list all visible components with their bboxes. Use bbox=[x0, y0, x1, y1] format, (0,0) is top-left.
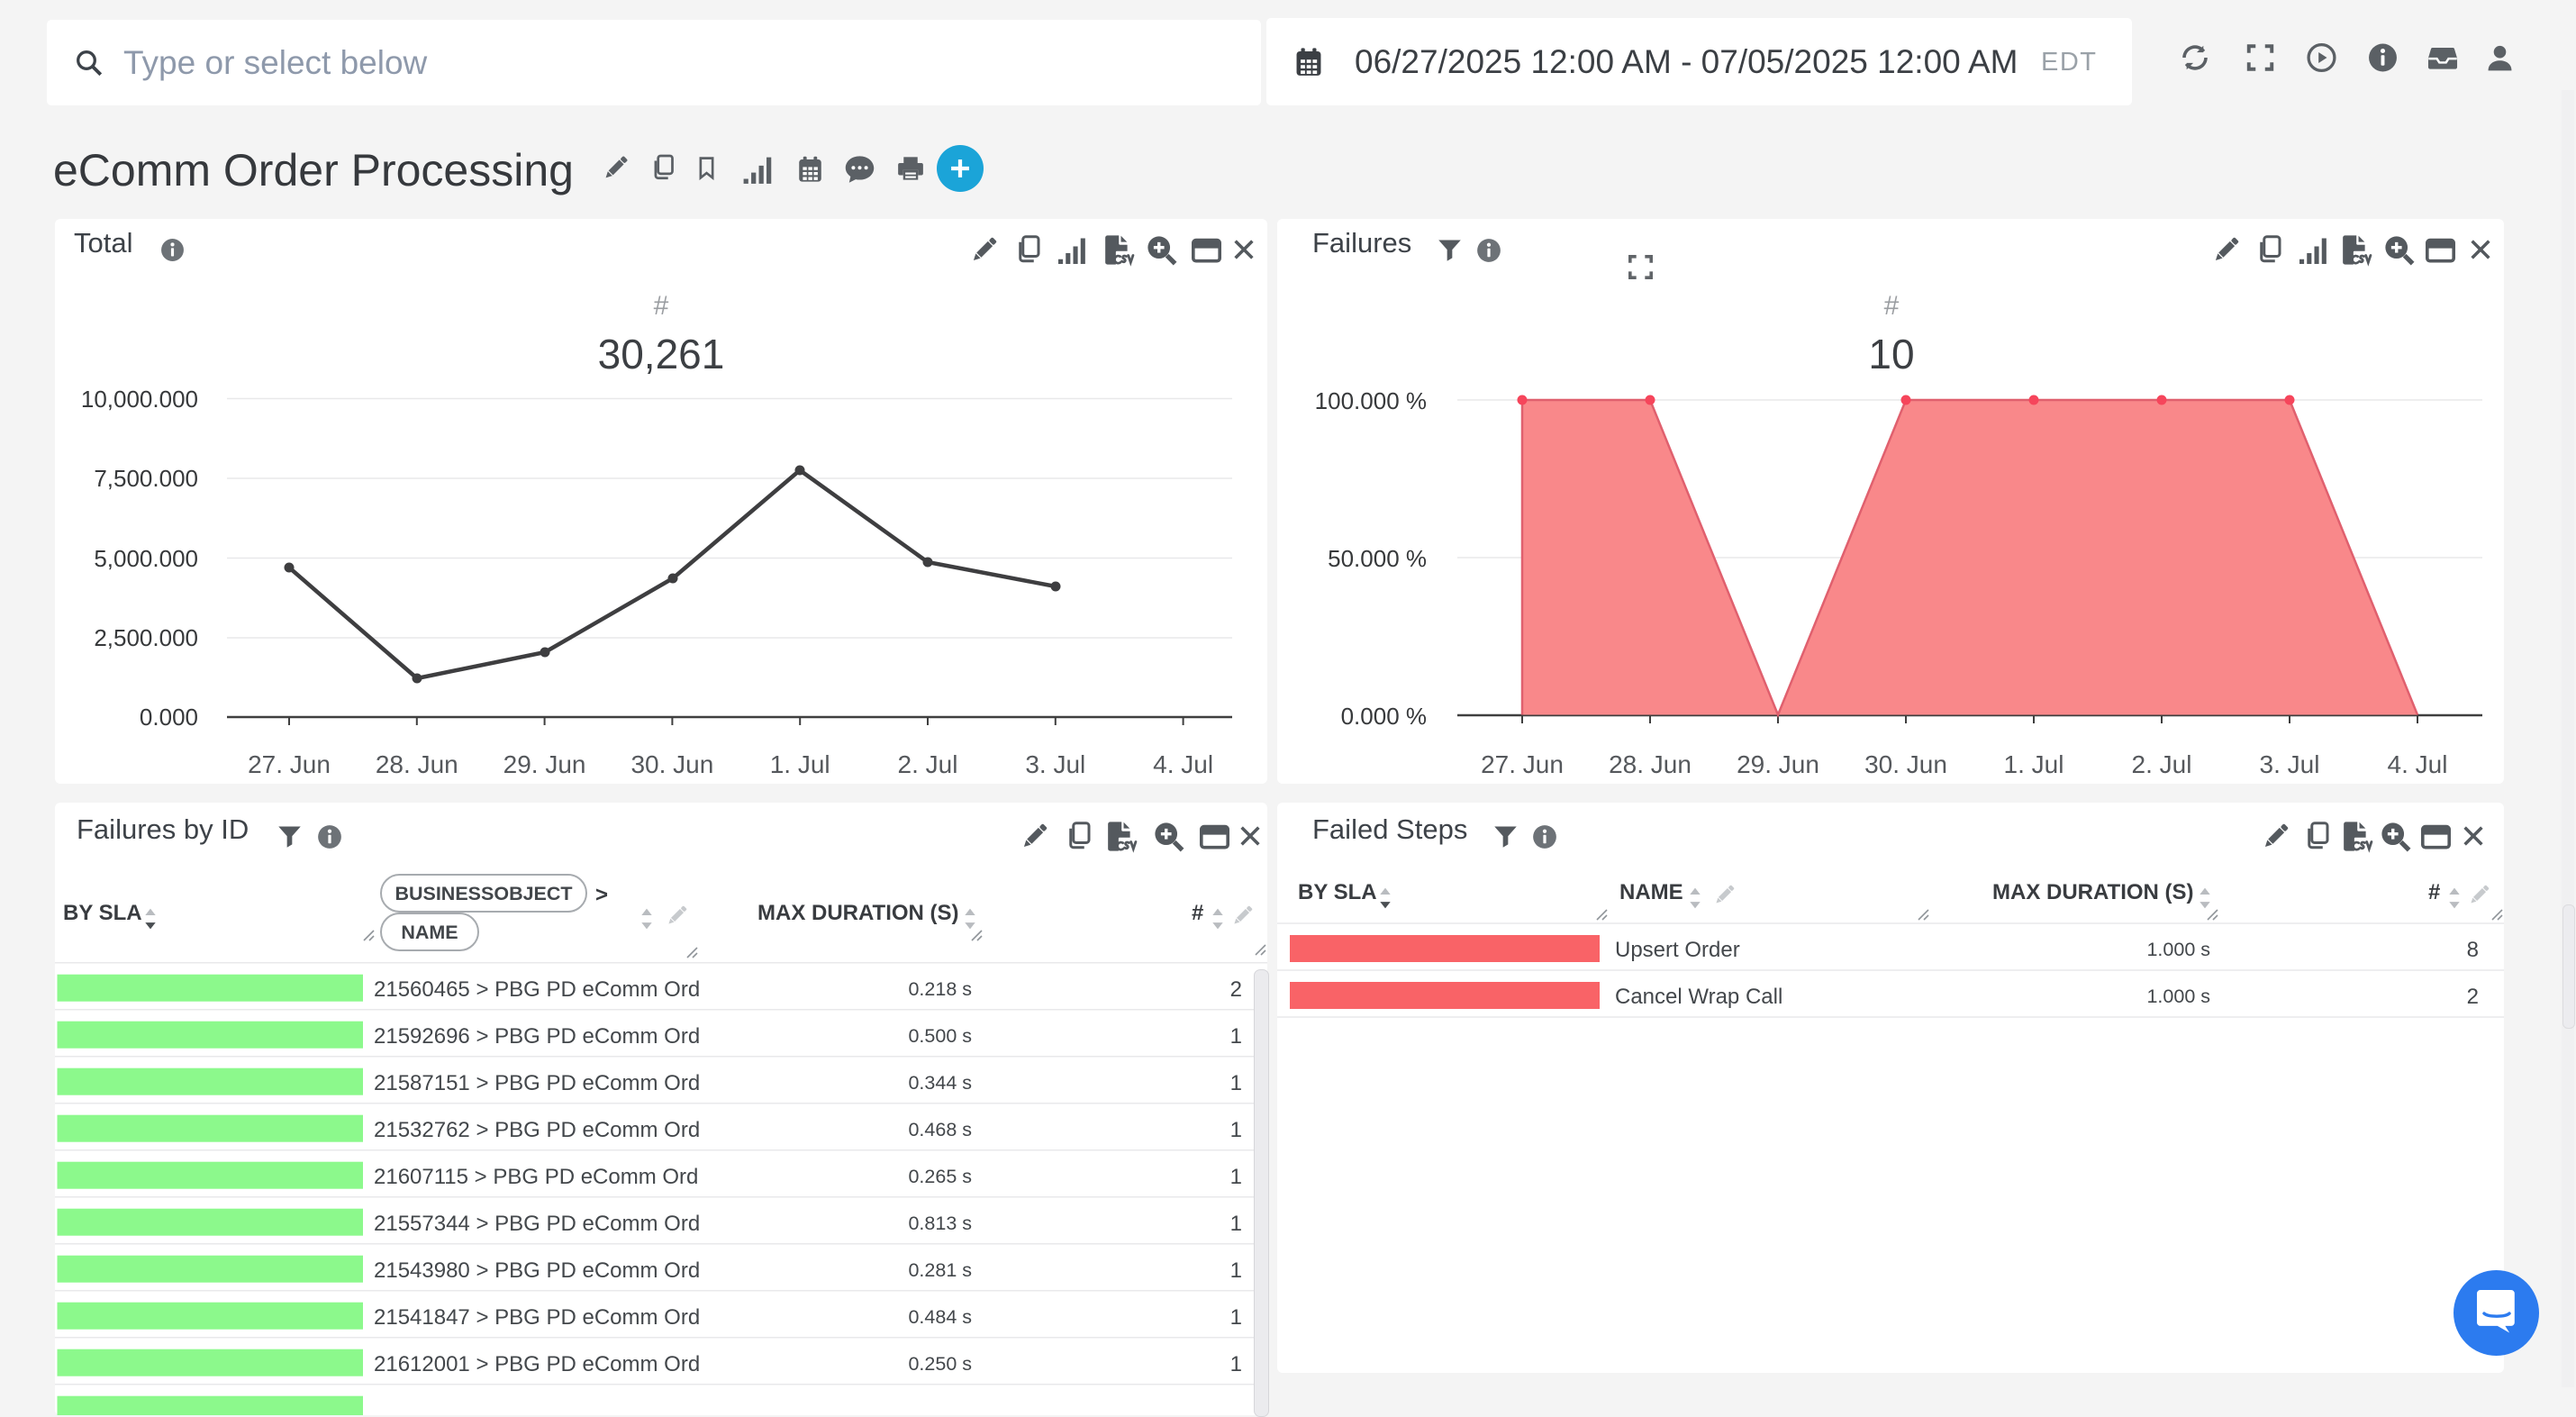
svg-text:0.000 %: 0.000 % bbox=[1341, 703, 1427, 730]
svg-text:28. Jun: 28. Jun bbox=[376, 750, 458, 778]
svg-text:1: 1 bbox=[1230, 1024, 1242, 1049]
svg-text:27. Jun: 27. Jun bbox=[248, 750, 331, 778]
svg-text:#: # bbox=[1192, 901, 1203, 925]
svg-text:0.000: 0.000 bbox=[140, 704, 198, 731]
svg-text:BUSINESSOBJECT: BUSINESSOBJECT bbox=[395, 883, 572, 904]
svg-text:2: 2 bbox=[1230, 977, 1242, 1002]
svg-text:3. Jul: 3. Jul bbox=[1025, 750, 1085, 778]
svg-text:1.000 s: 1.000 s bbox=[2146, 986, 2210, 1007]
svg-text:30. Jun: 30. Jun bbox=[630, 750, 713, 778]
svg-text:8: 8 bbox=[2467, 938, 2479, 962]
svg-text:2,500.000: 2,500.000 bbox=[94, 624, 198, 651]
svg-text:0.250 s: 0.250 s bbox=[908, 1353, 972, 1375]
svg-text:1: 1 bbox=[1230, 1212, 1242, 1236]
svg-text:#: # bbox=[1884, 291, 1900, 321]
svg-text:29. Jun: 29. Jun bbox=[1737, 750, 1819, 778]
svg-text:5,000.000: 5,000.000 bbox=[94, 545, 198, 572]
svg-text:29. Jun: 29. Jun bbox=[503, 750, 586, 778]
svg-text:>: > bbox=[595, 883, 608, 907]
svg-text:21607115 > PBG PD eComm Ord: 21607115 > PBG PD eComm Ord bbox=[374, 1165, 698, 1189]
svg-text:21543980 > PBG PD eComm Ord: 21543980 > PBG PD eComm Ord bbox=[374, 1258, 700, 1283]
svg-text:21541847 > PBG PD eComm Ord: 21541847 > PBG PD eComm Ord bbox=[374, 1305, 700, 1330]
svg-text:100.000 %: 100.000 % bbox=[1315, 387, 1427, 414]
svg-text:4. Jul: 4. Jul bbox=[1153, 750, 1213, 778]
svg-text:NAME: NAME bbox=[1619, 880, 1683, 904]
svg-text:0.281 s: 0.281 s bbox=[908, 1259, 972, 1281]
svg-text:7,500.000: 7,500.000 bbox=[94, 465, 198, 492]
svg-text:30,261: 30,261 bbox=[598, 331, 725, 377]
svg-text:#: # bbox=[654, 291, 669, 321]
svg-text:21612001 > PBG PD eComm Ord: 21612001 > PBG PD eComm Ord bbox=[374, 1352, 700, 1376]
svg-text:27. Jun: 27. Jun bbox=[1481, 750, 1564, 778]
svg-text:1: 1 bbox=[1230, 1071, 1242, 1095]
svg-text:10: 10 bbox=[1868, 331, 1914, 377]
svg-text:BY SLA: BY SLA bbox=[1298, 880, 1377, 904]
svg-text:1: 1 bbox=[1230, 1118, 1242, 1142]
svg-text:1: 1 bbox=[1230, 1305, 1242, 1330]
svg-text:1: 1 bbox=[1230, 1258, 1242, 1283]
svg-text:0.468 s: 0.468 s bbox=[908, 1119, 972, 1140]
svg-text:1. Jul: 1. Jul bbox=[2004, 750, 2064, 778]
svg-text:10,000.000: 10,000.000 bbox=[81, 386, 198, 413]
svg-text:21560465 > PBG PD eComm Ord: 21560465 > PBG PD eComm Ord bbox=[374, 977, 700, 1002]
svg-text:2: 2 bbox=[2467, 985, 2479, 1009]
svg-text:MAX DURATION (S): MAX DURATION (S) bbox=[1992, 880, 2194, 904]
svg-text:3. Jul: 3. Jul bbox=[2260, 750, 2320, 778]
svg-text:4. Jul: 4. Jul bbox=[2388, 750, 2448, 778]
svg-text:21592696 > PBG PD eComm Ord: 21592696 > PBG PD eComm Ord bbox=[374, 1024, 700, 1049]
svg-text:28. Jun: 28. Jun bbox=[1609, 750, 1692, 778]
svg-text:1: 1 bbox=[1230, 1352, 1242, 1376]
svg-text:1: 1 bbox=[1230, 1165, 1242, 1189]
svg-text:21587151 > PBG PD eComm Ord: 21587151 > PBG PD eComm Ord bbox=[374, 1071, 700, 1095]
svg-text:21532762 > PBG PD eComm Ord: 21532762 > PBG PD eComm Ord bbox=[374, 1118, 700, 1142]
svg-text:1.000 s: 1.000 s bbox=[2146, 939, 2210, 960]
svg-text:2. Jul: 2. Jul bbox=[2132, 750, 2192, 778]
svg-text:NAME: NAME bbox=[401, 922, 458, 943]
svg-text:0.218 s: 0.218 s bbox=[908, 978, 972, 1000]
svg-text:0.344 s: 0.344 s bbox=[908, 1072, 972, 1094]
svg-text:30. Jun: 30. Jun bbox=[1864, 750, 1947, 778]
svg-text:0.484 s: 0.484 s bbox=[908, 1306, 972, 1328]
svg-text:Cancel Wrap Call: Cancel Wrap Call bbox=[1615, 985, 1782, 1009]
svg-text:MAX DURATION (S): MAX DURATION (S) bbox=[757, 901, 959, 925]
svg-text:1. Jul: 1. Jul bbox=[770, 750, 830, 778]
svg-text:0.500 s: 0.500 s bbox=[908, 1025, 972, 1047]
svg-text:0.813 s: 0.813 s bbox=[908, 1213, 972, 1234]
svg-text:50.000 %: 50.000 % bbox=[1328, 545, 1427, 572]
svg-text:0.265 s: 0.265 s bbox=[908, 1166, 972, 1187]
svg-text:BY SLA: BY SLA bbox=[63, 901, 142, 925]
svg-text:#: # bbox=[2428, 880, 2440, 904]
svg-text:21557344 > PBG PD eComm Ord: 21557344 > PBG PD eComm Ord bbox=[374, 1212, 700, 1236]
svg-text:Upsert Order: Upsert Order bbox=[1615, 938, 1740, 962]
svg-text:2. Jul: 2. Jul bbox=[898, 750, 958, 778]
